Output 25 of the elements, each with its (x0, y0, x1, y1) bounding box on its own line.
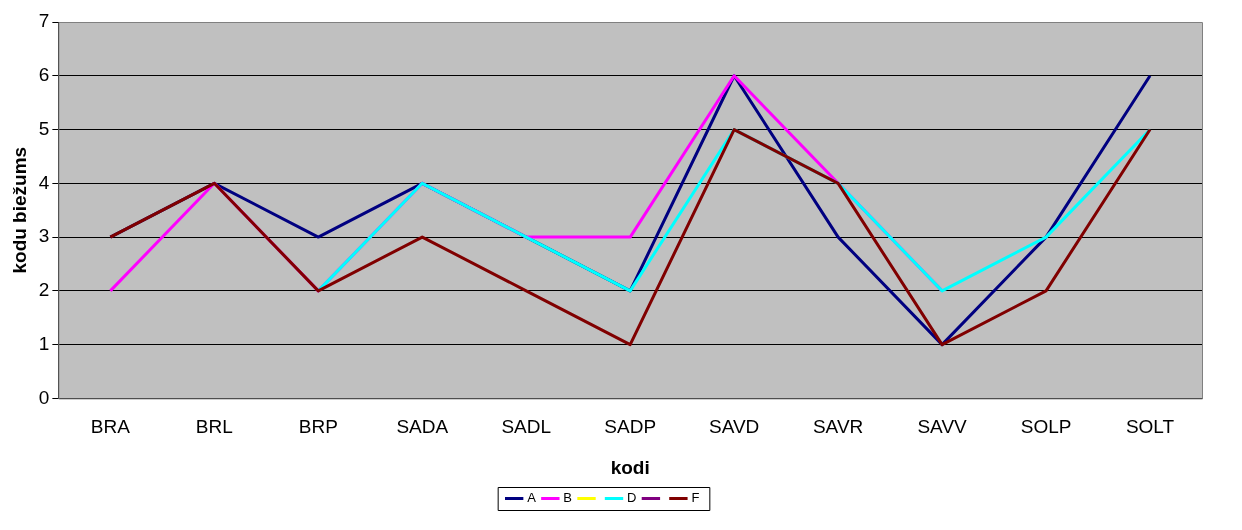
x-tick-label: BRA (90, 416, 131, 438)
x-tick-label: BRL (195, 416, 233, 438)
y-tick-label: 6 (38, 64, 50, 86)
legend-label: D (627, 490, 637, 506)
legend-label: F (691, 490, 700, 506)
y-tick-label: 2 (38, 279, 50, 301)
x-tick-label: SAVV (917, 416, 968, 438)
x-tick-label: SOLP (1020, 416, 1072, 438)
x-tick-label: BRP (298, 416, 338, 438)
y-tick-label: 4 (38, 171, 50, 193)
x-tick-label: SAVR (812, 416, 864, 438)
x-tick-label: SOLT (1125, 416, 1175, 438)
y-tick-label: 1 (38, 332, 50, 354)
x-tick-label: SADA (396, 416, 449, 438)
y-tick-label: 7 (38, 10, 50, 32)
y-tick-label: 3 (38, 225, 50, 247)
legend-label: A (527, 490, 537, 506)
y-tick-label: 5 (38, 117, 50, 139)
y-axis-title: kodu biežums (8, 146, 30, 274)
x-tick-label: SADL (501, 416, 552, 438)
x-tick-label: SADP (604, 416, 657, 438)
x-tick-label: SAVD (708, 416, 760, 438)
x-axis-title: kodi (610, 456, 650, 478)
legend-label: B (563, 490, 573, 506)
y-tick-label: 0 (38, 386, 50, 408)
